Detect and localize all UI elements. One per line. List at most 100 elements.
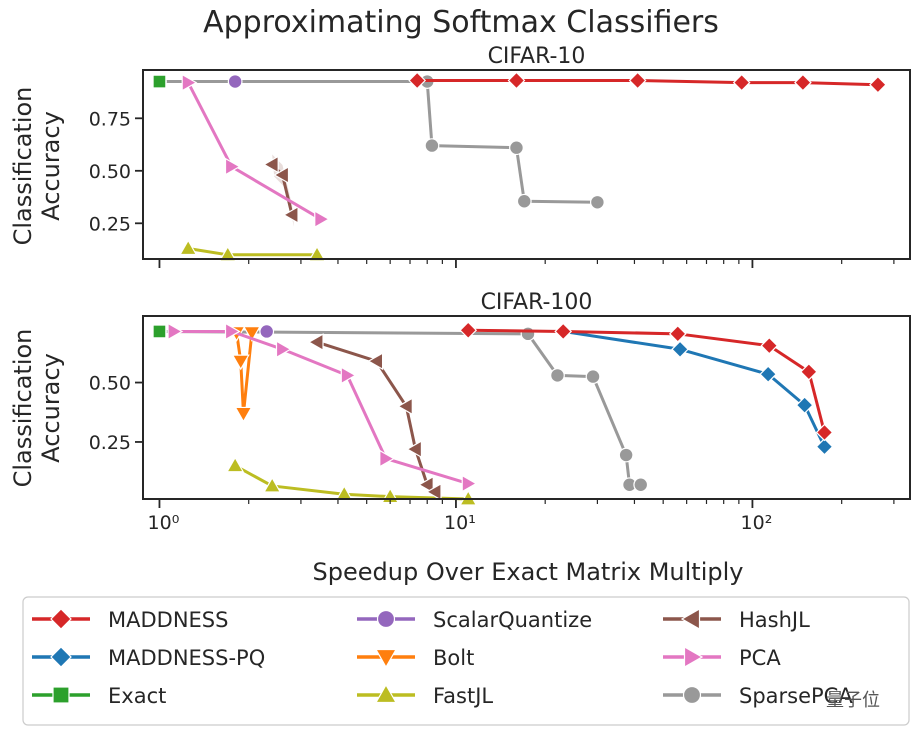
legend-label: Bolt xyxy=(433,646,474,670)
data-point-pca xyxy=(340,366,357,385)
panel-title: CIFAR-100 xyxy=(481,290,593,315)
legend-label: Exact xyxy=(108,684,166,708)
data-point-bolt xyxy=(234,406,253,423)
series-line-bolt xyxy=(235,332,254,415)
data-point-hashjl xyxy=(425,482,442,501)
legend-item-maddness-pq: MADDNESS-PQ xyxy=(32,646,265,670)
data-point-hashjl xyxy=(282,205,299,224)
data-point-maddness-pq xyxy=(759,365,778,384)
x-tick-label: 10¹ xyxy=(444,512,476,534)
series-hashjl xyxy=(307,333,442,501)
legend-marker-scalarquantize xyxy=(376,609,396,629)
data-point-sparsepca xyxy=(618,447,634,463)
data-point-hashjl xyxy=(367,352,384,371)
data-point-fastjl xyxy=(226,456,245,473)
legend-label: FastJL xyxy=(433,684,493,708)
y-tick-label: 0.25 xyxy=(89,213,131,235)
y-tick-label: 0.50 xyxy=(89,373,131,395)
series-line-sparsepca xyxy=(159,80,598,204)
legend-item-exact: Exact xyxy=(32,684,166,708)
data-point-pca xyxy=(167,322,184,341)
series-line-maddness xyxy=(417,79,878,87)
legend-item-pca: PCA xyxy=(663,645,781,670)
data-point-hashjl xyxy=(418,475,434,494)
series-scalarquantize xyxy=(259,324,275,339)
legend-label: PCA xyxy=(739,646,781,670)
data-point-fastjl xyxy=(218,245,237,262)
data-point-maddness xyxy=(459,321,478,340)
series-sparsepca xyxy=(152,74,605,210)
data-point-hashjl xyxy=(262,155,279,174)
data-point-maddness xyxy=(408,71,427,90)
y-axis-label-bottom-line2: Accuracy xyxy=(37,353,65,463)
data-point-maddness xyxy=(815,423,834,442)
data-point-pca xyxy=(181,73,198,92)
data-point-hashjl xyxy=(406,440,423,459)
y-tick-label: 0.75 xyxy=(89,108,131,130)
plot-frame xyxy=(142,315,911,500)
x-tick-label: 10⁰ xyxy=(148,512,180,534)
legend-item-hashjl: HashJL xyxy=(663,607,810,632)
legend-marker-sparsepca xyxy=(682,685,702,705)
data-point-sparsepca xyxy=(516,193,532,209)
data-point-sparsepca xyxy=(590,194,605,210)
legend-marker-fastjl xyxy=(374,683,398,704)
data-point-maddness xyxy=(760,336,779,355)
data-point-maddness-pq xyxy=(795,396,814,414)
data-point-scalarquantize xyxy=(259,324,275,339)
data-point-sparsepca xyxy=(509,140,524,156)
series-maddness xyxy=(408,71,887,94)
legend-label: SparsePCA xyxy=(739,684,853,708)
series-exact xyxy=(152,324,167,339)
series-pca xyxy=(181,73,330,229)
data-point-scalarquantize xyxy=(227,74,243,89)
panel-cifar-10: CIFAR-10 0.25 0.50 0.75 xyxy=(89,44,911,268)
series-line-pca xyxy=(174,329,469,485)
data-point-exact xyxy=(152,74,167,89)
plot-area xyxy=(143,70,910,259)
watermark-text: 量子位 xyxy=(826,690,880,711)
data-point-bolt xyxy=(231,354,250,371)
y-axis-label-top-line1: Classification xyxy=(9,87,37,246)
x-axis-label: Speedup Over Exact Matrix Multiply xyxy=(313,558,744,586)
y-axis-labels: Classification Accuracy Classification A… xyxy=(9,87,65,488)
legend-label: HashJL xyxy=(739,608,810,632)
data-point-maddness-pq xyxy=(671,340,689,359)
data-point-maddness xyxy=(554,322,573,341)
data-point-sparsepca xyxy=(520,326,536,342)
data-point-fastjl xyxy=(335,485,354,501)
series-exact xyxy=(152,74,167,89)
y-tick-label: 0.25 xyxy=(89,432,131,454)
plot-frame xyxy=(142,69,911,260)
legend-marker-maddness xyxy=(50,608,72,630)
data-point-sparsepca xyxy=(633,477,649,493)
y-axis-label-top-line2: Accuracy xyxy=(37,111,65,221)
data-point-exact xyxy=(152,324,167,339)
panel-cifar-100: CIFAR-100 0.25 0.50 10⁰ 10¹ 10² xyxy=(89,290,911,534)
data-point-maddness xyxy=(732,73,751,92)
legend-item-fastjl: FastJL xyxy=(357,683,493,708)
legend: MADDNESS MADDNESS-PQ Exact ScalarQuantize Bo… xyxy=(22,596,910,726)
data-point-hashjl xyxy=(397,397,413,416)
data-point-maddness xyxy=(668,324,687,343)
data-point-fastjl xyxy=(179,239,198,256)
series-fastjl xyxy=(179,239,327,262)
data-point-bolt xyxy=(242,326,261,342)
series-pca xyxy=(167,322,478,493)
series-line-maddness xyxy=(468,328,826,433)
data-point-hashjl xyxy=(273,165,290,185)
data-point-maddness xyxy=(507,71,526,90)
legend-marker-maddness-pq xyxy=(50,646,72,668)
data-point-sparsepca xyxy=(585,369,601,385)
data-point-sparsepca xyxy=(550,368,565,383)
legend-item-maddness: MADDNESS xyxy=(32,608,228,632)
legend-label: MADDNESS xyxy=(108,608,228,632)
legend-item-bolt: Bolt xyxy=(357,646,474,670)
data-point-pca xyxy=(461,474,478,493)
data-point-fastjl xyxy=(308,245,327,262)
legend-marker-pca xyxy=(683,645,704,669)
series-scalarquantize xyxy=(227,74,243,89)
x-tick-label: 10² xyxy=(741,512,773,534)
legend-label: MADDNESS-PQ xyxy=(108,646,265,670)
